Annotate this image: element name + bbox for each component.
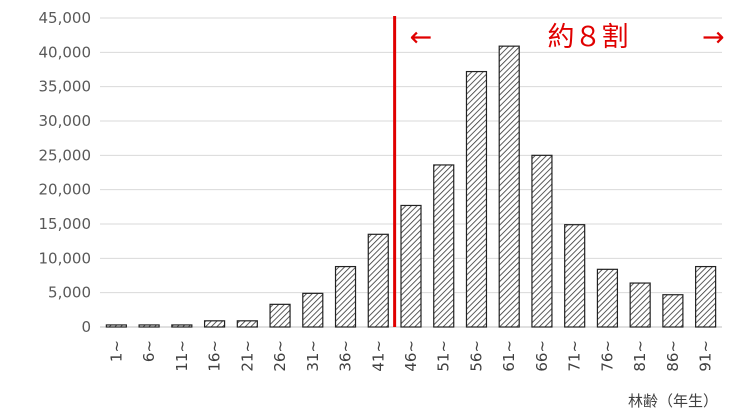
- x-tick-label: 26~: [271, 340, 289, 372]
- annotation-label: 約８割: [548, 22, 629, 53]
- x-tick-label: 11~: [173, 340, 191, 372]
- x-tick-label: 61~: [500, 340, 518, 372]
- y-tick-label: 25,000: [39, 146, 92, 164]
- annotation-left-arrow: ←: [410, 22, 433, 53]
- x-tick-label: 66~: [533, 340, 551, 372]
- y-axis-ticks: 0 5,000 10,000 15,000 20,000 25,000 30,000 35,0…: [39, 9, 92, 336]
- bar: [695, 265, 717, 328]
- y-tick-label: 30,000: [39, 112, 92, 130]
- x-tick-label: 36~: [337, 340, 355, 372]
- bar: [334, 265, 357, 328]
- grid-lines: [100, 17, 722, 328]
- x-tick-label: 31~: [304, 340, 322, 372]
- y-tick-label: 35,000: [39, 78, 92, 96]
- bar: [564, 224, 586, 328]
- bar: [662, 294, 684, 328]
- x-tick-label: 56~: [467, 340, 485, 372]
- annotation-right-arrow: →: [702, 22, 725, 53]
- y-tick-label: 10,000: [39, 249, 92, 267]
- bar: [596, 268, 619, 328]
- x-axis-ticks: 1~ 6~ 11~ 16~ 21~ 26~ 31~ 36~ 41~ 46~ 51~ 56~ 61~ 66~…: [107, 340, 714, 372]
- bar: [629, 282, 651, 328]
- y-tick-label: 20,000: [39, 181, 92, 199]
- bar: [269, 303, 291, 328]
- x-axis-label: 林齢（年生）: [628, 392, 718, 410]
- bar: [171, 324, 193, 328]
- x-tick-label: 21~: [238, 340, 256, 372]
- bar: [203, 320, 226, 328]
- x-tick-label: 71~: [566, 340, 584, 372]
- y-tick-label: 0: [81, 318, 91, 336]
- x-tick-label: 16~: [206, 340, 224, 372]
- bar-series: [105, 45, 717, 328]
- bar: [433, 164, 455, 328]
- y-tick-label: 5,000: [48, 284, 91, 302]
- bar: [400, 204, 422, 328]
- bar: [302, 292, 324, 328]
- x-tick-label: 91~: [697, 340, 715, 372]
- y-tick-label: 15,000: [39, 215, 92, 233]
- annotation: ← 約８割 →: [410, 22, 725, 53]
- bar: [138, 324, 160, 328]
- x-tick-label: 46~: [402, 340, 420, 372]
- x-tick-label: 1~: [107, 340, 125, 362]
- x-tick-label: 76~: [598, 340, 616, 372]
- bar: [465, 70, 488, 328]
- x-tick-label: 81~: [631, 340, 649, 372]
- bar: [531, 154, 553, 328]
- bar: [367, 233, 389, 328]
- x-tick-label: 51~: [435, 340, 453, 372]
- x-tick-label: 6~: [140, 340, 158, 362]
- bar: [105, 324, 127, 328]
- y-tick-label: 45,000: [39, 9, 92, 27]
- bar: [236, 320, 258, 328]
- bar: [498, 45, 520, 328]
- x-tick-label: 41~: [369, 340, 387, 372]
- x-tick-label: 86~: [664, 340, 682, 372]
- y-tick-label: 40,000: [39, 43, 92, 61]
